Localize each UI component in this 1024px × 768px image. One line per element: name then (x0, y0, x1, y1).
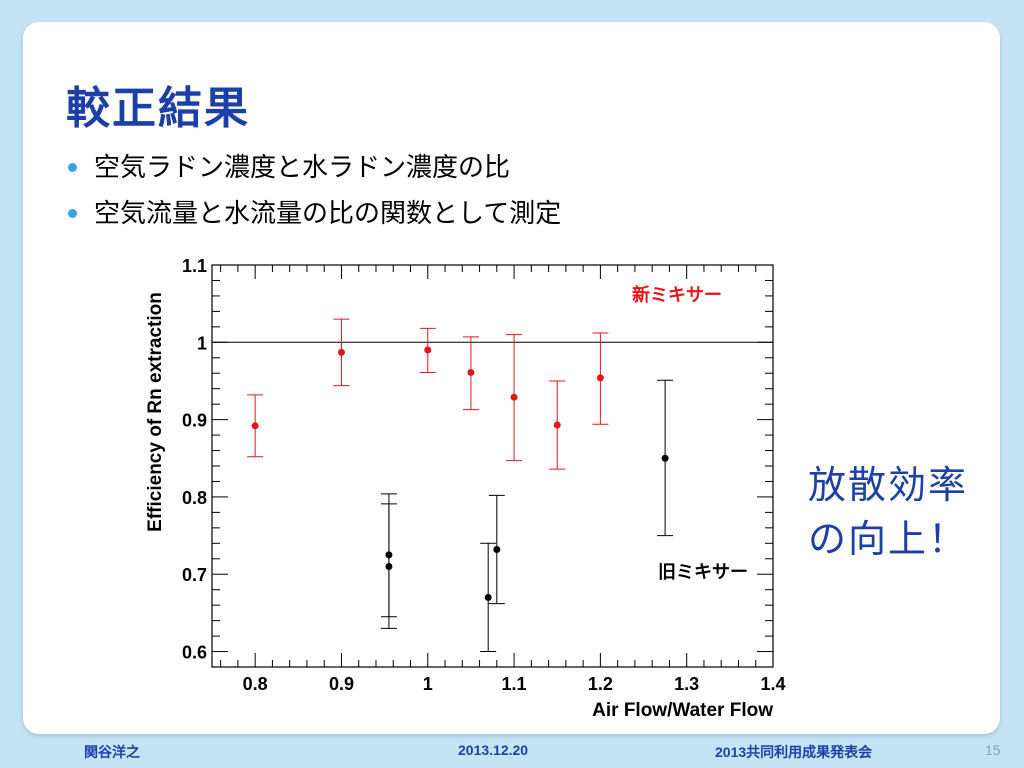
footer-author: 関谷洋之 (84, 744, 140, 760)
data-point-group (462, 336, 479, 411)
y-tick-label: 0.8 (182, 488, 207, 508)
bullet-dot-icon (68, 209, 77, 218)
bullet-item: 空気ラドン濃度と水ラドン濃度の比 (66, 148, 561, 194)
x-tick-label: 1.1 (502, 674, 527, 694)
x-tick-label: 0.8 (243, 674, 268, 694)
legend-new-mixer: 新ミキサー (632, 284, 722, 306)
legend-old-mixer: 旧ミキサー (658, 562, 748, 583)
callout-text: 放散効率 の向上！ (808, 458, 968, 566)
data-point-group (657, 379, 674, 537)
data-point (493, 545, 501, 553)
data-point-group (333, 318, 350, 387)
data-point (424, 346, 432, 354)
y-tick-label: 1 (197, 333, 207, 353)
y-tick-label: 1.1 (182, 256, 207, 276)
slide-background (23, 22, 1000, 734)
bullet-item: 空気流量と水流量の比の関数として測定 (66, 194, 561, 240)
bullet-text: 空気ラドン濃度と水ラドン濃度の比 (94, 153, 511, 183)
y-tick-label: 0.7 (182, 565, 207, 585)
slide-title: 較正結果 (66, 83, 250, 134)
data-point (467, 368, 475, 376)
callout-line: 放散効率 (808, 463, 969, 507)
data-point-group (592, 332, 609, 425)
y-tick-label: 0.6 (182, 643, 207, 663)
callout-line: の向上！ (808, 517, 969, 561)
bullet-list: 空気ラドン濃度と水ラドン濃度の比 空気流量と水流量の比の関数として測定 (66, 148, 561, 240)
data-point (251, 422, 259, 430)
data-point (510, 393, 518, 401)
x-tick-label: 1.2 (588, 674, 613, 694)
data-point-group (480, 542, 497, 653)
bullet-dot-icon (68, 163, 77, 172)
y-tick-label: 0.9 (182, 411, 207, 431)
footer-event: 2013共同利用成果発表会 (715, 744, 873, 760)
data-point-group (247, 394, 264, 458)
bullet-text: 空気流量と水流量の比の関数として測定 (94, 199, 562, 229)
x-tick-label: 1 (423, 674, 433, 694)
footer-date: 2013.12.20 (458, 742, 529, 758)
data-point-group (488, 494, 505, 605)
data-point (596, 374, 604, 382)
data-point-group (419, 327, 436, 373)
footer-page-number: 15 (985, 742, 1001, 758)
y-axis-label: Efficiency of Rn extraction (145, 292, 166, 532)
x-tick-label: 1.4 (760, 674, 785, 694)
plot-frame (211, 264, 774, 668)
data-point-group (549, 380, 566, 470)
data-point (661, 454, 669, 462)
data-point (484, 593, 492, 601)
data-point (337, 348, 345, 356)
data-point (385, 563, 393, 570)
x-tick-label: 0.9 (329, 674, 354, 694)
x-axis-label: Air Flow/Water Flow (592, 700, 773, 721)
data-point (553, 421, 561, 429)
data-point-group (506, 334, 523, 462)
data-point-group (380, 503, 397, 629)
x-tick-label: 1.3 (674, 674, 699, 694)
